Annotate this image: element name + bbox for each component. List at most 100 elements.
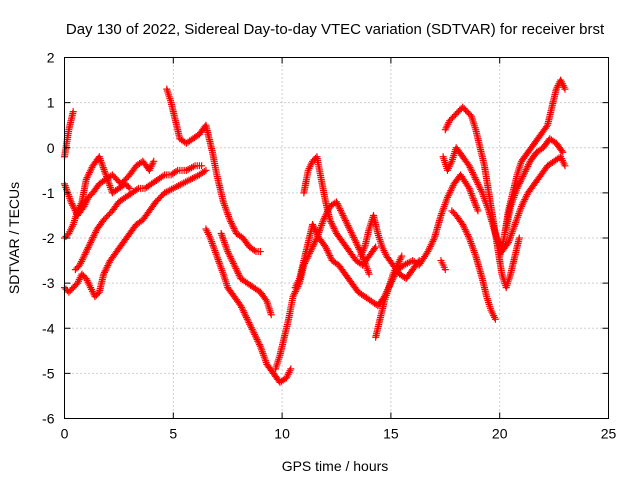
marker-trail [511,236,523,258]
data-point [472,175,480,183]
marker-trail [458,173,472,191]
marker-trail [534,145,546,155]
marker-trail [70,209,81,227]
x-tick-label: 15 [383,426,399,442]
marker-trail [100,258,113,276]
marker-trail [251,285,263,295]
marker-trail [117,195,128,205]
marker-trail [285,295,297,321]
marker-trail [477,146,488,168]
marker-trail [78,177,90,204]
data-point [80,252,88,260]
data-point [561,162,569,170]
data-point [365,270,373,278]
data-point [237,302,245,310]
marker-trail [485,209,499,236]
marker-trail [322,245,335,263]
marker-trail [356,289,367,300]
marker-trail [110,185,121,196]
data-point [346,225,354,233]
marker-trail [520,159,533,177]
marker-trail [548,87,560,109]
marker-trail [479,276,490,299]
marker-trail [119,172,132,186]
marker-trail [449,208,459,218]
marker-trail [538,163,550,177]
marker-trail [357,245,368,258]
x-tick-label: 0 [61,426,69,442]
marker-trail [188,172,202,182]
marker-trail [328,199,339,209]
data-point [243,315,251,323]
marker-trail [557,78,568,91]
data-point [256,248,264,256]
marker-trail [197,167,208,178]
marker-trail [362,294,374,304]
data-point [513,184,521,192]
marker-trail [438,195,451,218]
marker-trail [272,353,283,371]
marker-trail [218,231,231,254]
marker-trail [225,285,237,299]
marker-trail [346,227,359,245]
x-tick-label: 20 [492,426,508,442]
marker-trail [473,177,485,195]
marker-trail [276,335,288,358]
data-point [319,216,327,224]
marker-trail [257,290,270,304]
marker-trail [305,159,316,173]
data-point [198,162,206,170]
marker-trail [512,204,525,227]
data-point [100,270,108,278]
marker-trail [149,176,160,187]
data-point [69,108,77,116]
marker-trail [403,267,416,281]
marker-trail [385,272,396,290]
marker-trail [327,218,340,236]
data-point [309,220,317,228]
marker-trail [483,295,494,312]
data-point [559,148,567,156]
series-track-9 [272,198,373,373]
y-tick-label: -2 [42,230,55,246]
marker-trail [227,218,240,236]
marker-trail [177,136,189,146]
marker-trail [245,280,256,291]
marker-trail [333,200,346,218]
data-point [443,193,451,201]
marker-trail [381,286,392,303]
marker-trail [431,213,444,240]
marker-trail [231,294,244,308]
marker-trail [456,105,465,114]
marker-trail [87,227,100,245]
marker-trail [310,154,319,164]
marker-trail [349,281,361,295]
marker-trail [336,263,348,277]
series-track-8 [217,229,275,319]
data-point [459,220,467,228]
data-point [267,311,275,319]
data-point [250,329,258,337]
marker-trail [397,271,408,281]
series-track-16 [439,144,569,256]
marker-trail [79,272,89,281]
marker-trail [532,172,544,186]
series-track-11 [300,153,380,269]
series-track-4 [61,166,210,301]
marker-trail [479,191,492,213]
marker-trail [107,249,120,263]
data-point [561,85,569,93]
marker-trail [231,263,244,281]
marker-trail [453,213,466,227]
marker-trail [94,217,107,231]
marker-trail [313,155,325,181]
marker-trail [102,173,116,195]
data-point [289,293,297,301]
data-point [520,171,528,179]
marker-trail [296,258,307,281]
marker-trail [180,176,193,187]
marker-trail [547,136,559,146]
marker-trail [83,163,96,182]
y-axis-label: SDTVAR / TECUs [6,182,22,294]
data-point [474,207,482,215]
